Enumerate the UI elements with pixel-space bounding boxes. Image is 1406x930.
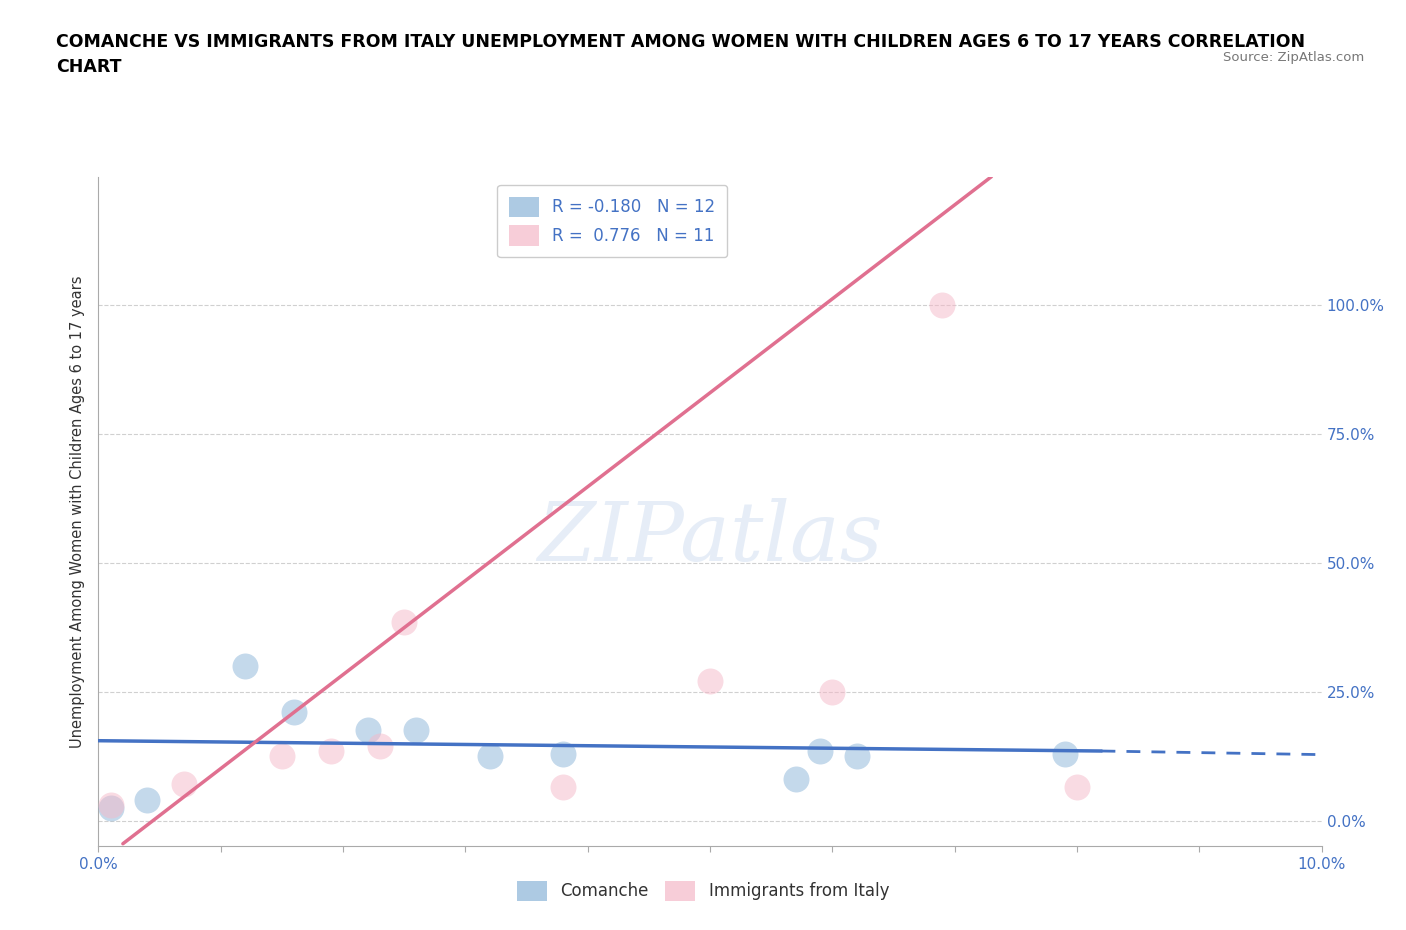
Point — [233, 658, 256, 673]
Legend: R = -0.180   N = 12, R =  0.776   N = 11: R = -0.180 N = 12, R = 0.776 N = 11 — [498, 185, 727, 258]
Text: Source: ZipAtlas.com: Source: ZipAtlas.com — [1223, 51, 1364, 64]
Point — [405, 723, 427, 737]
Text: ZIPatlas: ZIPatlas — [537, 498, 883, 578]
Y-axis label: Unemployment Among Women with Children Ages 6 to 17 years: Unemployment Among Women with Children A… — [70, 275, 86, 748]
Point — [270, 749, 292, 764]
Point — [1053, 746, 1076, 761]
Point — [845, 749, 868, 764]
Text: COMANCHE VS IMMIGRANTS FROM ITALY UNEMPLOYMENT AMONG WOMEN WITH CHILDREN AGES 6 : COMANCHE VS IMMIGRANTS FROM ITALY UNEMPL… — [56, 33, 1305, 75]
Point — [100, 800, 122, 815]
Point — [808, 744, 831, 759]
Point — [368, 738, 391, 753]
Legend: Comanche, Immigrants from Italy: Comanche, Immigrants from Italy — [510, 874, 896, 908]
Point — [553, 746, 575, 761]
Point — [319, 744, 342, 759]
Point — [173, 777, 195, 792]
Point — [553, 779, 575, 794]
Point — [931, 298, 953, 312]
Point — [821, 684, 844, 699]
Point — [1066, 779, 1088, 794]
Point — [100, 798, 122, 813]
Point — [283, 705, 305, 720]
Point — [478, 749, 501, 764]
Point — [136, 792, 159, 807]
Point — [392, 615, 416, 630]
Point — [785, 772, 807, 787]
Point — [699, 674, 721, 689]
Point — [356, 723, 378, 737]
